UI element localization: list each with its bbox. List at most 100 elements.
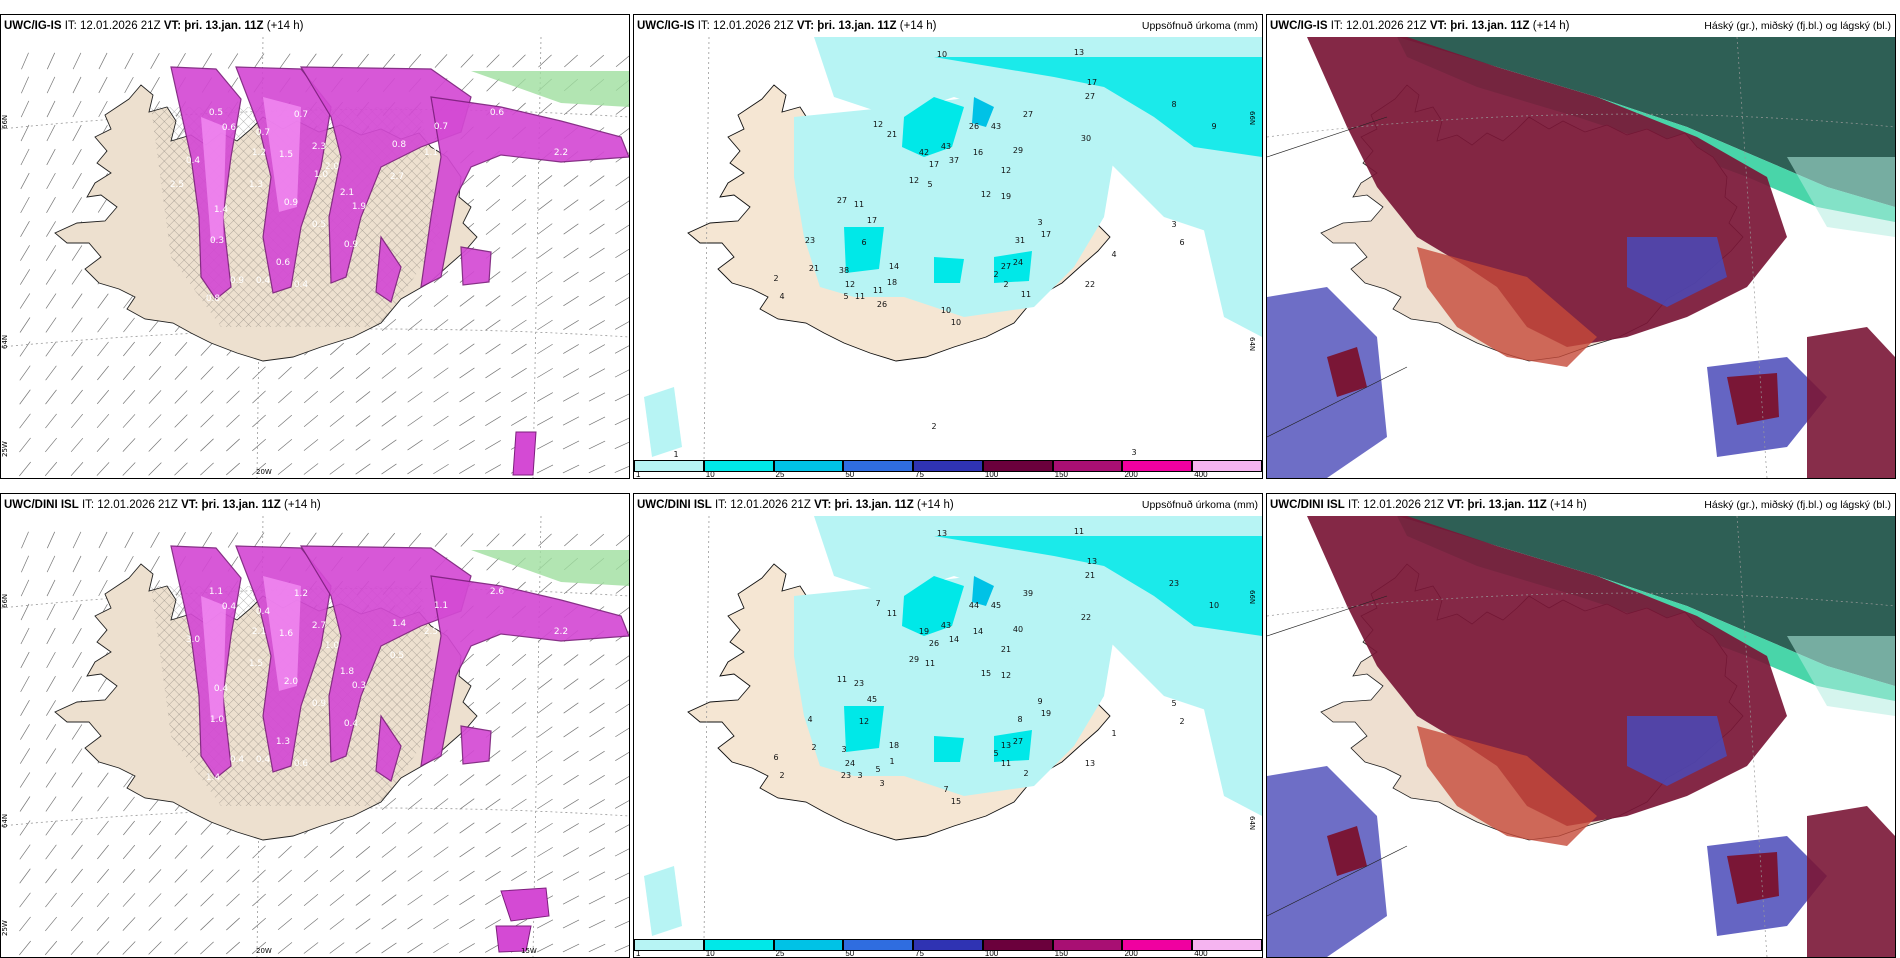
- wind-barb: [485, 319, 501, 331]
- precip-area-medium: [934, 257, 964, 283]
- precip-value-label: 10: [941, 306, 951, 315]
- colorbar-tick-label: 400: [1194, 949, 1208, 958]
- wind-barb: [71, 317, 83, 333]
- wind-barb: [45, 772, 57, 788]
- wind-barb: [70, 941, 84, 955]
- snow-depth-label: 2.2: [554, 148, 568, 158]
- wind-barb: [45, 868, 57, 884]
- wind-barb: [512, 54, 526, 68]
- wind-barb: [44, 940, 58, 956]
- wind-barb: [460, 557, 474, 571]
- wind-barb: [98, 531, 108, 549]
- wind-barb: [45, 269, 57, 285]
- wind-barb: [122, 917, 136, 931]
- precip-value-label: 2: [1003, 280, 1008, 289]
- snow-depth-label: 0.4: [186, 156, 201, 166]
- wind-barb: [357, 532, 369, 548]
- wind-barb: [330, 342, 344, 356]
- wind-barb: [355, 415, 371, 427]
- wind-barb: [200, 821, 214, 835]
- wind-barb: [588, 440, 606, 450]
- wind-barb: [355, 870, 371, 882]
- colorbar-swatch: [634, 939, 704, 951]
- wind-barb: [329, 463, 345, 475]
- wind-barb: [45, 437, 57, 453]
- wind-barb: [588, 823, 606, 833]
- wind-barb: [537, 750, 553, 762]
- wind-barb: [538, 533, 552, 547]
- mid-cloud-area: [1327, 826, 1367, 876]
- precip-value-label: 6: [773, 753, 778, 762]
- snow-depth-area: [375, 714, 402, 782]
- wind-barb: [21, 531, 29, 549]
- wind-barb: [122, 389, 136, 405]
- colorbar-tick-label: 400: [1194, 470, 1208, 479]
- high-cloud-area: [1397, 37, 1895, 207]
- wind-barb: [511, 367, 527, 379]
- wind-barb: [563, 726, 579, 738]
- wind-barb: [589, 175, 605, 187]
- wind-barb: [537, 822, 553, 834]
- wind-barb: [485, 846, 501, 858]
- wind-barb: [589, 247, 605, 259]
- wind-barb: [433, 319, 449, 331]
- wind-barb: [148, 414, 162, 428]
- wind-barb: [614, 896, 629, 905]
- snow-depth-area: [460, 246, 492, 286]
- wind-barb: [97, 341, 109, 357]
- precip-value-label: 27: [1013, 737, 1023, 746]
- wind-barb: [45, 365, 57, 381]
- wind-barb: [277, 942, 293, 954]
- wind-barb: [71, 796, 83, 812]
- lead-time: (+14 h): [916, 499, 954, 511]
- wind-barb: [303, 414, 319, 428]
- wind-barb: [486, 78, 500, 92]
- precip-area-medium: [994, 730, 1032, 762]
- wind-barb: [381, 343, 397, 355]
- wind-barb: [45, 317, 57, 333]
- wind-barb: [381, 894, 397, 906]
- precip-value-label: 2: [779, 771, 784, 780]
- field-title: Uppsöfnuð úrkoma (mm): [1141, 499, 1258, 511]
- precip-area-high: [972, 576, 994, 606]
- wind-barb: [98, 100, 108, 118]
- colorbar-swatch: [1192, 460, 1262, 472]
- precip-value-label: 16: [973, 148, 983, 157]
- wind-barb: [150, 52, 160, 70]
- valid-time: þri. 13.jan. 11Z: [817, 20, 897, 32]
- wind-barb: [355, 821, 371, 835]
- wind-barb: [615, 534, 629, 546]
- wind-barb: [19, 748, 31, 764]
- wind-barb: [459, 343, 475, 355]
- wind-barb: [563, 344, 579, 354]
- longitude-line: [703, 516, 710, 942]
- precip-value-label: 31: [1015, 236, 1025, 245]
- wind-barb: [433, 822, 449, 834]
- wind-barb: [407, 798, 423, 810]
- field-title: Uppsöfnuð úrkoma (mm): [1141, 20, 1258, 32]
- precip-value-label: 40: [1013, 625, 1023, 634]
- wind-barb: [459, 367, 475, 379]
- precip-value-label: 17: [929, 160, 939, 169]
- boundary-line: [1267, 595, 1388, 637]
- wind-barb: [537, 702, 553, 714]
- wind-barb: [96, 941, 110, 955]
- snow-depth-label: 2.0: [325, 162, 340, 172]
- low-cloud-area: [1627, 716, 1727, 786]
- precip-value-label: 14: [949, 635, 959, 644]
- wind-barb: [589, 702, 605, 714]
- wind-barb: [252, 893, 266, 907]
- snow-depth-label: 0.5: [312, 220, 326, 230]
- snow-depth-label: 0.6: [294, 759, 309, 769]
- wind-barb: [303, 942, 319, 954]
- wind-barb: [589, 296, 605, 306]
- precip-area-medium: [844, 706, 884, 752]
- wind-barb: [563, 223, 579, 235]
- wind-barb: [20, 675, 30, 693]
- wind-barb: [407, 942, 423, 954]
- snow-depth-label: 1.2: [464, 555, 478, 565]
- panel-header: UWC/DINI ISL IT: 12.01.2026 21Z VT: þri.…: [634, 494, 1262, 516]
- wind-barb: [148, 941, 162, 955]
- wind-barb: [72, 579, 82, 597]
- snow-depth-label: 2.1: [340, 188, 354, 198]
